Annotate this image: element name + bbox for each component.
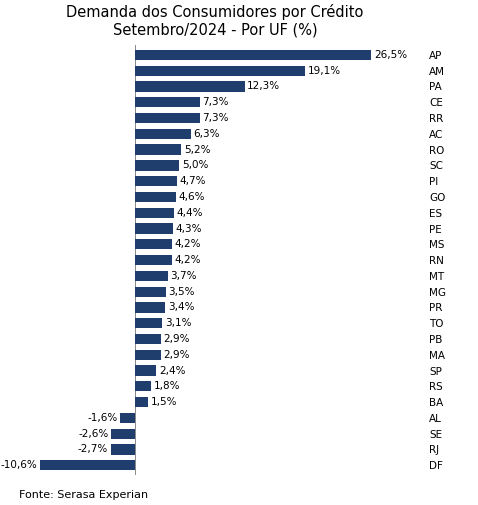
Text: 4,4%: 4,4%: [177, 208, 203, 218]
Text: 6,3%: 6,3%: [194, 129, 220, 139]
Bar: [135, 397, 148, 407]
Bar: [135, 349, 161, 360]
Text: -10,6%: -10,6%: [0, 460, 37, 470]
Bar: [135, 318, 163, 328]
Bar: [135, 286, 166, 297]
Text: 26,5%: 26,5%: [374, 50, 407, 60]
Bar: [135, 381, 151, 391]
Text: 12,3%: 12,3%: [247, 81, 281, 91]
Bar: [135, 144, 181, 155]
Bar: [135, 81, 245, 91]
Text: 2,4%: 2,4%: [159, 366, 185, 376]
Bar: [135, 223, 173, 234]
Text: -1,6%: -1,6%: [87, 413, 118, 423]
Bar: [135, 239, 172, 249]
Text: -2,6%: -2,6%: [78, 429, 109, 439]
Bar: [135, 334, 161, 344]
Text: 7,3%: 7,3%: [203, 113, 229, 123]
Bar: [110, 444, 135, 454]
Bar: [120, 413, 135, 423]
Bar: [135, 50, 371, 60]
Text: 3,4%: 3,4%: [168, 302, 194, 313]
Text: 2,9%: 2,9%: [163, 334, 190, 344]
Text: 7,3%: 7,3%: [203, 97, 229, 107]
Text: 4,3%: 4,3%: [176, 224, 202, 233]
Title: Demanda dos Consumidores por Crédito
Setembro/2024 - Por UF (%): Demanda dos Consumidores por Crédito Set…: [66, 4, 364, 37]
Text: 4,2%: 4,2%: [175, 239, 201, 249]
Bar: [135, 129, 191, 139]
Text: 1,5%: 1,5%: [151, 397, 177, 407]
Text: 3,7%: 3,7%: [171, 271, 197, 281]
Bar: [135, 176, 177, 186]
Bar: [135, 208, 174, 218]
Bar: [135, 97, 200, 108]
Text: 4,6%: 4,6%: [178, 192, 205, 202]
Bar: [135, 366, 156, 376]
Bar: [40, 460, 135, 470]
Text: 4,7%: 4,7%: [179, 176, 206, 186]
Text: 1,8%: 1,8%: [153, 381, 180, 391]
Text: Fonte: Serasa Experian: Fonte: Serasa Experian: [19, 490, 148, 500]
Text: 3,5%: 3,5%: [169, 287, 195, 296]
Bar: [135, 255, 172, 265]
Text: 4,2%: 4,2%: [175, 255, 201, 265]
Bar: [135, 160, 179, 171]
Bar: [135, 271, 168, 281]
Text: 19,1%: 19,1%: [308, 66, 341, 76]
Bar: [135, 302, 165, 313]
Text: 3,1%: 3,1%: [165, 318, 192, 328]
Text: -2,7%: -2,7%: [77, 444, 108, 454]
Bar: [111, 429, 135, 439]
Bar: [135, 192, 176, 202]
Bar: [135, 113, 200, 123]
Text: 5,0%: 5,0%: [182, 161, 208, 170]
Text: 5,2%: 5,2%: [184, 144, 210, 155]
Text: 2,9%: 2,9%: [163, 350, 190, 360]
Bar: [135, 66, 305, 76]
